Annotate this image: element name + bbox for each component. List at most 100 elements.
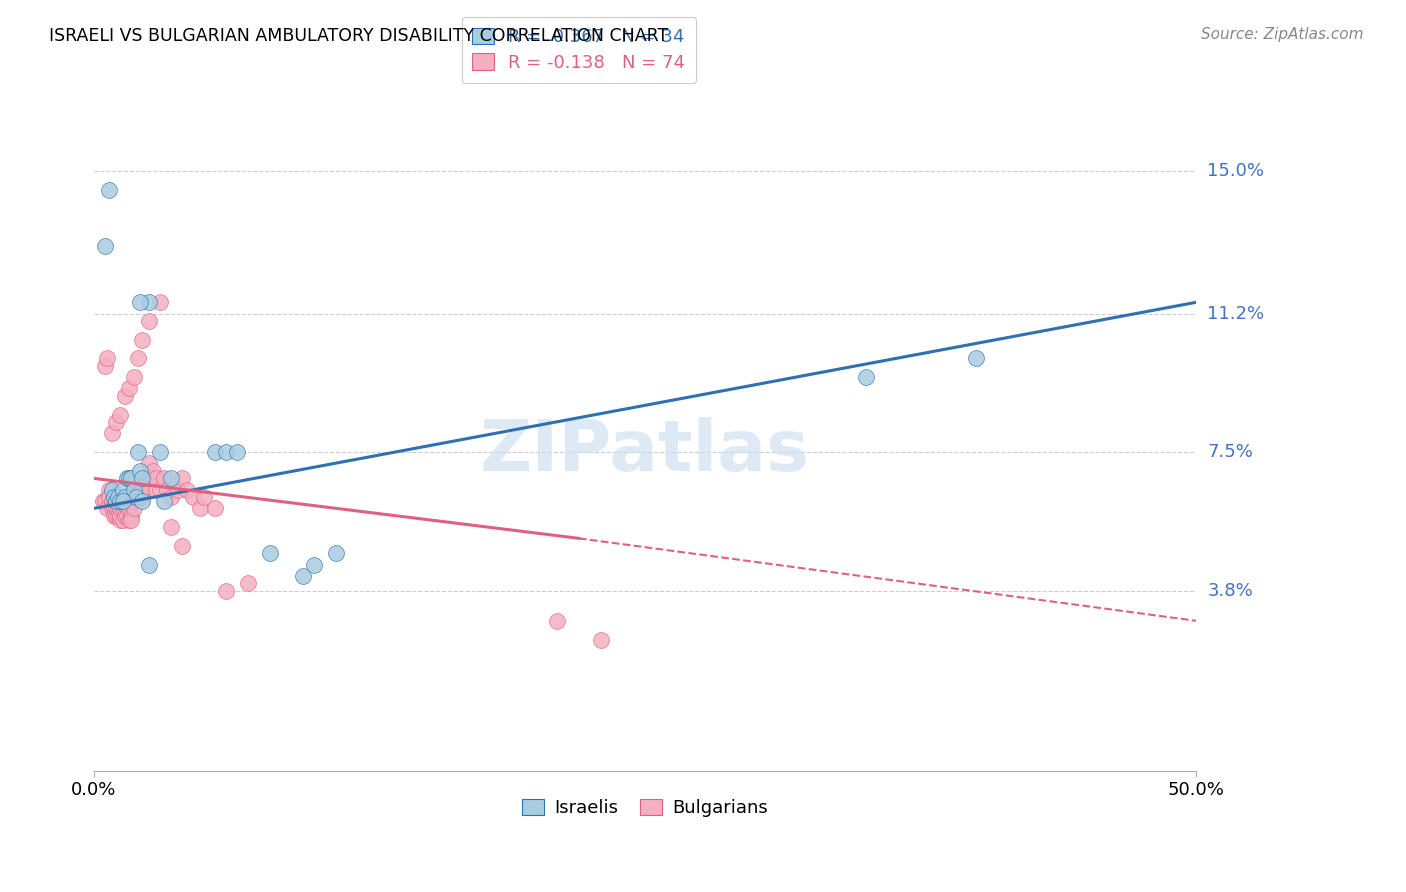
Point (122, 483, 145, 497)
Point (111, 501, 134, 516)
Point (118, 513, 141, 527)
Point (129, 464, 152, 478)
Point (115, 501, 138, 516)
Point (325, 546, 347, 560)
Point (96, 501, 118, 516)
Point (142, 464, 165, 478)
Point (129, 295, 152, 310)
Point (176, 483, 198, 497)
Point (127, 483, 149, 497)
Point (138, 558, 160, 572)
Point (110, 494, 132, 508)
Point (104, 501, 127, 516)
Point (131, 490, 153, 504)
Point (111, 494, 134, 508)
Point (122, 483, 145, 497)
Point (181, 490, 204, 504)
Point (138, 295, 160, 310)
Point (131, 333, 153, 347)
Point (204, 445, 226, 459)
Point (94, 359, 117, 373)
Point (156, 483, 179, 497)
Point (120, 513, 142, 527)
Point (107, 501, 129, 516)
Point (122, 370, 145, 384)
Point (160, 520, 183, 534)
Point (141, 471, 163, 485)
Point (160, 471, 183, 485)
Point (114, 508, 136, 523)
Text: Source: ZipAtlas.com: Source: ZipAtlas.com (1201, 27, 1364, 42)
Point (118, 501, 141, 516)
Point (131, 483, 153, 497)
Point (546, 614, 568, 628)
Point (118, 471, 141, 485)
Point (172, 539, 194, 553)
Point (120, 471, 142, 485)
Point (114, 490, 136, 504)
Text: 11.2%: 11.2% (1208, 304, 1264, 323)
Text: ISRAELI VS BULGARIAN AMBULATORY DISABILITY CORRELATION CHART: ISRAELI VS BULGARIAN AMBULATORY DISABILI… (49, 27, 668, 45)
Point (160, 490, 183, 504)
Point (110, 501, 132, 516)
Point (125, 490, 148, 504)
Point (107, 490, 129, 504)
Point (149, 483, 172, 497)
Point (153, 471, 176, 485)
Point (114, 494, 136, 508)
Point (127, 351, 149, 366)
Point (98, 483, 121, 497)
Point (589, 632, 612, 647)
Point (138, 457, 160, 471)
Point (115, 471, 138, 485)
Point (153, 494, 176, 508)
Point (91, 494, 114, 508)
Point (215, 583, 238, 598)
Point (129, 483, 152, 497)
Point (115, 508, 138, 523)
Point (122, 501, 145, 516)
Point (98, 490, 121, 504)
Point (166, 483, 188, 497)
Point (110, 408, 132, 422)
Point (131, 494, 153, 508)
Point (145, 483, 167, 497)
Point (193, 490, 215, 504)
Point (104, 415, 127, 429)
Point (149, 445, 172, 459)
Point (127, 445, 149, 459)
Point (204, 501, 226, 516)
Point (98, 183, 121, 197)
Point (855, 370, 877, 384)
Point (111, 513, 134, 527)
Point (138, 314, 160, 328)
Point (120, 508, 142, 523)
Point (965, 351, 987, 366)
Point (215, 445, 238, 459)
Point (107, 508, 129, 523)
Point (100, 494, 122, 508)
Point (259, 546, 281, 560)
Point (104, 494, 127, 508)
Text: 3.8%: 3.8% (1208, 582, 1253, 599)
Point (110, 508, 132, 523)
Point (111, 494, 134, 508)
Point (134, 471, 156, 485)
Point (125, 490, 148, 504)
Point (111, 483, 134, 497)
Point (135, 471, 157, 485)
Point (172, 471, 194, 485)
Point (149, 295, 172, 310)
Text: 15.0%: 15.0% (1208, 162, 1264, 180)
Point (114, 389, 136, 403)
Point (100, 501, 122, 516)
Point (129, 490, 152, 504)
Point (145, 471, 167, 485)
Point (103, 501, 125, 516)
Point (304, 558, 326, 572)
Point (96, 351, 118, 366)
Point (104, 494, 127, 508)
Legend: Israelis, Bulgarians: Israelis, Bulgarians (515, 791, 776, 824)
Point (292, 569, 315, 583)
Point (118, 382, 141, 396)
